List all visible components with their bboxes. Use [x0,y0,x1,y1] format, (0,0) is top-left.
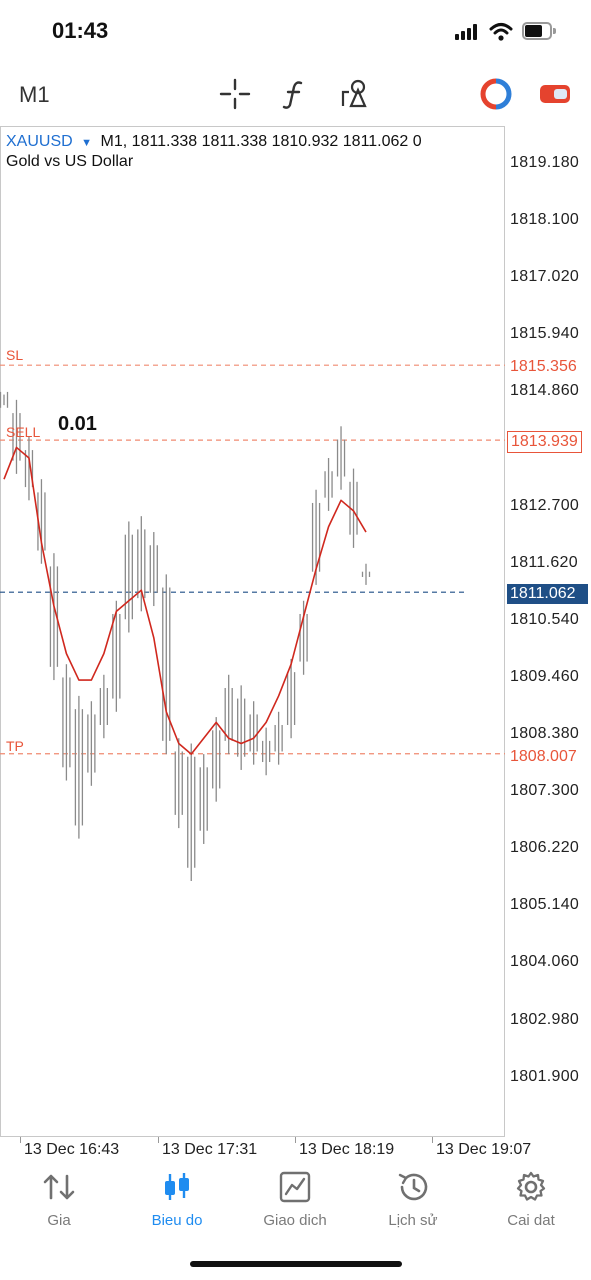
status-time: 01:43 [52,18,109,43]
price-tick-label: 1804.060 [510,953,580,971]
nav-label: Gia [47,1212,71,1229]
current-price: 1811.062 [507,584,588,604]
nav-item-lịch-sử[interactable]: Lịch sử [354,1170,472,1229]
nav-label: Lịch sử [388,1212,438,1229]
price-tick-label: 1810.540 [510,610,580,628]
indicators-icon[interactable] [279,78,311,110]
chart-area[interactable] [0,126,505,1137]
objects-icon[interactable] [339,78,371,110]
time-tick-label: 13 Dec 17:31 [162,1141,258,1158]
nav-label: Giao dich [263,1212,327,1229]
trade-icon [279,1171,311,1203]
toggle-icon[interactable] [539,78,571,110]
price-tick-label: 1805.140 [510,896,580,914]
price-tick-label: 1818.100 [510,211,580,229]
time-tick-label: 13 Dec 16:43 [24,1141,120,1158]
price-tick-label: 1817.020 [510,268,580,286]
time-tick [20,1137,21,1143]
crosshair-icon[interactable] [219,78,251,110]
price-tick-label: 1812.700 [510,496,580,514]
time-tick-label: 13 Dec 19:07 [436,1141,532,1158]
battery-icon [522,22,556,40]
home-indicator [190,1261,402,1267]
time-tick [158,1137,159,1143]
moving-average-line [3,446,367,755]
price-tick-label: 1809.460 [510,667,580,685]
symbol-dropdown-icon[interactable]: ▼ [81,137,93,149]
nav-item-cai-dat[interactable]: Cai dat [472,1170,590,1229]
symbol-name[interactable]: XAUUSD [6,133,73,150]
price-tick-label: 1807.300 [510,782,580,800]
sell-price: 1813.939 [507,431,582,453]
time-tick-label: 13 Dec 18:19 [299,1141,395,1158]
wifi-icon [489,23,513,41]
nav-item-gia[interactable]: Gia [0,1170,118,1229]
price-tick-label: 1808.380 [510,725,580,742]
take-profit-price: 1808.007 [507,747,580,767]
history-icon [398,1173,428,1201]
nav-item-bieu-do[interactable]: Bieu do [118,1170,236,1229]
price-tick-label: 1806.220 [510,839,580,857]
nav-item-giao-dich[interactable]: Giao dich [236,1170,354,1229]
ohlc-values: M1, 1811.338 1811.338 1810.932 1811.062 … [100,133,422,150]
time-tick [295,1137,296,1143]
stop-loss-price: 1815.356 [507,357,580,377]
price-tick-label: 1801.900 [510,1067,580,1085]
trade-circle-icon[interactable] [480,78,512,110]
cellular-signal-icon [455,24,479,40]
timeframe-selector[interactable]: M1 [19,82,50,107]
symbol-header: XAUUSD ▼ M1, 1811.338 1811.338 1810.932 … [6,133,422,151]
chart-candles-icon [165,1173,189,1200]
symbol-description: Gold vs US Dollar [6,153,134,170]
sell-volume: 0.01 [58,413,97,435]
stop-loss-label: SL [6,347,24,363]
take-profit-label: TP [6,738,24,754]
time-tick [432,1137,433,1143]
nav-label: Cai dat [507,1212,555,1229]
price-tick-label: 1819.180 [510,154,580,171]
price-tick-label: 1802.980 [510,1010,580,1028]
settings-icon [516,1171,546,1201]
sell-label[interactable]: SELL [6,424,41,440]
price-chart[interactable] [0,126,505,1137]
quotes-icon [43,1174,75,1200]
price-tick-label: 1814.860 [510,382,580,400]
price-tick-label: 1811.620 [510,553,578,571]
price-tick-label: 1815.940 [510,325,580,343]
nav-label: Bieu do [151,1212,203,1229]
